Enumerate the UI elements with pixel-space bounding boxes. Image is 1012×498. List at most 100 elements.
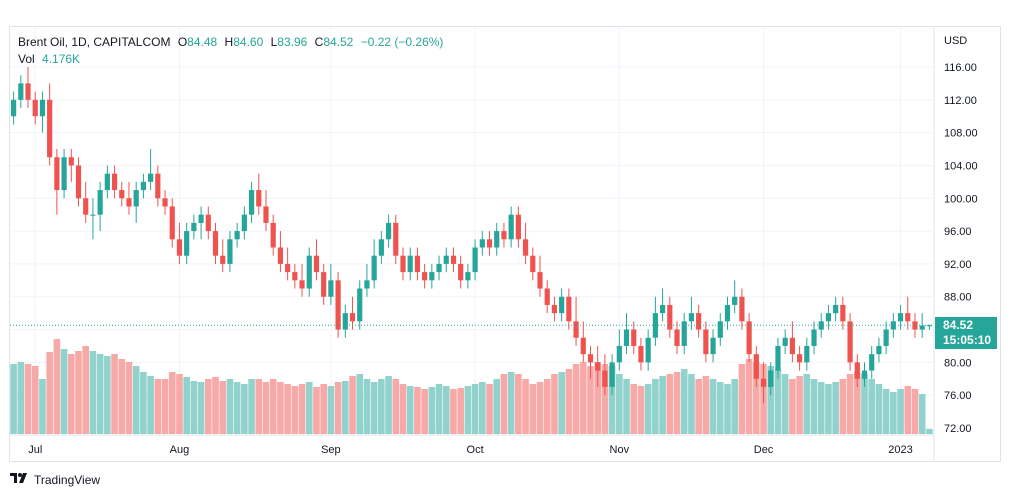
candle-body: [414, 255, 421, 273]
volume-bar: [140, 372, 147, 434]
volume-bar: [868, 379, 876, 434]
grid: [10, 27, 933, 434]
candle-body: [472, 247, 478, 273]
volume-bar: [161, 379, 169, 434]
y-tick-label: 80.00: [944, 357, 972, 369]
candle-body: [227, 239, 233, 264]
volume-bar: [132, 366, 140, 434]
candle-body: [883, 329, 889, 346]
candle-body: [32, 99, 38, 117]
x-tick-label: 2023: [888, 444, 912, 456]
candle-body: [494, 231, 500, 248]
volume-bar: [378, 379, 385, 434]
symbol-label[interactable]: Brent Oil, 1D, CAPITALCOM: [18, 35, 171, 49]
volume-bar: [861, 374, 868, 434]
candle-body: [688, 313, 695, 322]
candle-body: [623, 329, 630, 346]
candle-body: [90, 214, 96, 216]
volume-bar: [572, 364, 580, 434]
candle-body: [256, 190, 262, 207]
volume-bar: [781, 374, 789, 434]
volume-value: 4.176K: [42, 52, 81, 66]
volume-bar: [53, 339, 61, 434]
x-tick-label: Jul: [28, 444, 42, 456]
volume-bar: [688, 374, 695, 434]
candle-body: [861, 370, 868, 379]
y-tick-label: 108.00: [944, 128, 978, 140]
candle-body: [530, 255, 536, 273]
low-label: L: [270, 35, 278, 49]
candle-body: [659, 304, 666, 314]
candle-body: [681, 321, 687, 346]
volume-bar: [111, 354, 118, 434]
volume-bar: [644, 384, 652, 434]
volume-bar: [745, 359, 753, 434]
y-tick-label: 116.00: [944, 62, 977, 74]
candle-body: [551, 304, 558, 314]
y-tick-label: 104.00: [944, 160, 978, 172]
candle-body: [775, 345, 781, 371]
x-tick-label: Aug: [170, 444, 190, 456]
candle-body: [919, 325, 925, 330]
volume-bar: [500, 374, 508, 434]
volume-bar: [882, 389, 890, 434]
candle-body: [248, 190, 255, 215]
candle-body: [854, 362, 860, 379]
candle-body: [212, 231, 219, 256]
chart-frame: [9, 26, 1001, 462]
volume-bar: [363, 379, 371, 434]
candle-body: [436, 263, 442, 273]
volume-bar: [709, 379, 717, 434]
volume-bar: [385, 376, 392, 434]
currency-label: USD: [944, 35, 967, 47]
candle-body: [840, 304, 846, 322]
x-tick-label: Dec: [754, 444, 774, 456]
volume-bar: [464, 386, 472, 434]
volume-bar: [731, 379, 739, 434]
candle-body: [126, 198, 132, 207]
candle-body: [645, 337, 651, 363]
volume-bar: [673, 372, 681, 434]
candle-body: [847, 321, 853, 363]
candle-body: [890, 321, 896, 330]
volume-bar: [587, 366, 594, 434]
volume-bar: [623, 379, 630, 434]
candle-body: [580, 337, 586, 355]
volume-bar: [666, 374, 674, 434]
volume-bar: [168, 372, 176, 434]
chart-legend: Brent Oil, 1D, CAPITALCOM O84.48 H84.60 …: [18, 34, 443, 68]
volume-bar: [334, 382, 342, 434]
volume-bar: [17, 362, 25, 434]
y-tick-label: 76.00: [944, 390, 972, 402]
candle-body: [407, 255, 413, 273]
candle-body: [638, 345, 644, 363]
volume-bar: [118, 359, 126, 434]
candle-body: [926, 325, 932, 327]
candle-body: [342, 313, 348, 330]
volume-bar: [457, 388, 464, 434]
candle-body: [833, 304, 839, 314]
candle-body: [746, 321, 752, 355]
volume-bars: [10, 339, 933, 434]
candle-body: [804, 345, 810, 363]
footer[interactable]: TradingView: [10, 472, 100, 487]
candle-body: [83, 198, 89, 215]
candle-body: [97, 190, 103, 215]
volume-bar: [370, 382, 378, 434]
volume-bar: [789, 379, 796, 434]
volume-bar: [10, 364, 17, 434]
volume-bar: [176, 374, 183, 434]
volume-bar: [154, 379, 162, 434]
volume-bar: [277, 382, 284, 434]
candle-body: [595, 362, 601, 371]
candle-body: [371, 255, 377, 281]
volume-bar: [67, 354, 75, 434]
y-tick-label: 112.00: [944, 95, 977, 107]
candle-body: [292, 272, 298, 281]
volume-bar: [421, 389, 428, 434]
candle-body: [508, 214, 514, 240]
volume-bar: [911, 389, 919, 434]
candle-body: [450, 255, 457, 264]
candle-body: [270, 222, 276, 248]
